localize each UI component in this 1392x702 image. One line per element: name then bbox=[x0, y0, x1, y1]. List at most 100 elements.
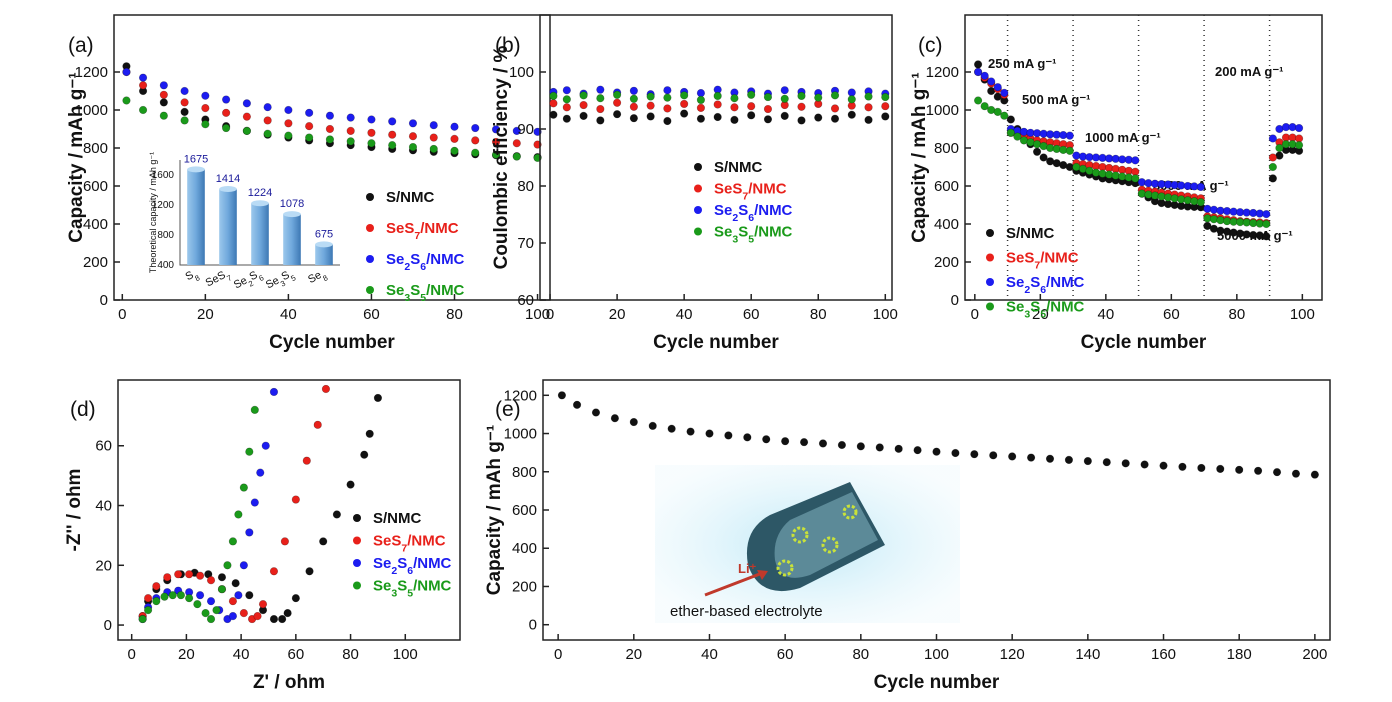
data-point bbox=[1045, 454, 1055, 463]
y-tick-label: 0 bbox=[529, 617, 537, 634]
data-point bbox=[253, 611, 262, 621]
data-point bbox=[223, 561, 232, 570]
data-point bbox=[562, 86, 571, 95]
data-point bbox=[646, 112, 655, 121]
data-point bbox=[291, 495, 300, 504]
legend-marker bbox=[694, 184, 702, 193]
data-point bbox=[1131, 174, 1140, 183]
data-point bbox=[629, 417, 638, 427]
data-point bbox=[797, 91, 806, 101]
data-point bbox=[138, 81, 148, 90]
data-point bbox=[284, 131, 293, 140]
x-tick-label: 20 bbox=[178, 646, 195, 663]
panel-label: (b) bbox=[495, 34, 521, 57]
legend-label: Se2S6/NMC bbox=[386, 251, 465, 273]
data-point bbox=[1196, 198, 1205, 207]
data-point bbox=[250, 498, 259, 507]
y-tick-label: 90 bbox=[517, 121, 534, 138]
y-tick-label: 600 bbox=[83, 178, 108, 195]
y-tick-label: 200 bbox=[83, 254, 108, 271]
data-point bbox=[596, 104, 605, 114]
legend-marker bbox=[694, 227, 702, 236]
data-point bbox=[138, 614, 147, 624]
data-point bbox=[325, 111, 335, 120]
data-point bbox=[549, 99, 558, 108]
data-point bbox=[830, 91, 840, 100]
data-point bbox=[367, 139, 376, 148]
x-tick-label: 60 bbox=[363, 306, 380, 323]
data-point bbox=[174, 570, 183, 579]
arrow-head bbox=[757, 570, 768, 580]
x-tick-label: 100 bbox=[525, 306, 550, 323]
x-tick-label: 100 bbox=[393, 646, 418, 663]
y-tick-label: 20 bbox=[95, 557, 112, 574]
particle bbox=[821, 536, 839, 554]
x-tick-label: 100 bbox=[924, 646, 949, 663]
data-point bbox=[346, 126, 355, 135]
x-axis-title: Cycle number bbox=[653, 332, 779, 353]
data-point bbox=[686, 427, 695, 436]
ion-label: Li⁺ bbox=[738, 561, 757, 576]
data-point bbox=[579, 91, 588, 100]
legend-label: Se3S5/NMC bbox=[386, 282, 465, 304]
x-axis-title: Cycle number bbox=[1081, 332, 1207, 353]
x-tick-label: 60 bbox=[287, 646, 304, 663]
data-point bbox=[450, 122, 459, 131]
data-point bbox=[360, 450, 369, 459]
panel-label: (d) bbox=[70, 398, 96, 421]
data-point bbox=[881, 112, 890, 121]
x-tick-label: 0 bbox=[118, 306, 126, 323]
data-point bbox=[122, 96, 131, 105]
y-tick-label: 1200 bbox=[152, 200, 175, 211]
data-point bbox=[1000, 111, 1009, 120]
bar bbox=[283, 214, 301, 265]
x-tick-label: 120 bbox=[1000, 646, 1025, 663]
data-point bbox=[491, 137, 501, 147]
data-point bbox=[1065, 146, 1074, 155]
category-label: Se3S5 bbox=[264, 267, 297, 294]
x-tick-label: 40 bbox=[676, 306, 693, 323]
bar-cap bbox=[315, 241, 333, 248]
data-point bbox=[242, 99, 251, 108]
x-tick-label: 100 bbox=[1290, 306, 1315, 323]
plot-frame bbox=[117, 379, 461, 641]
data-point bbox=[747, 111, 756, 120]
data-point bbox=[591, 408, 601, 417]
x-tick-label: 40 bbox=[280, 306, 297, 323]
value-label: 1414 bbox=[216, 173, 240, 185]
data-point bbox=[663, 116, 672, 126]
data-point bbox=[491, 150, 501, 159]
data-point bbox=[180, 86, 189, 96]
x-axis-title: Cycle number bbox=[269, 332, 395, 353]
data-point bbox=[313, 420, 322, 429]
data-point bbox=[269, 387, 279, 397]
legend-marker bbox=[353, 536, 361, 545]
x-tick-label: 180 bbox=[1227, 646, 1252, 663]
data-point bbox=[346, 113, 355, 122]
data-point bbox=[1000, 88, 1009, 97]
data-point bbox=[367, 115, 376, 124]
data-point bbox=[596, 85, 605, 94]
y-tick-label: 60 bbox=[517, 292, 534, 309]
x-tick-label: 200 bbox=[1302, 646, 1327, 663]
data-point bbox=[1294, 123, 1304, 133]
data-point bbox=[1102, 458, 1111, 467]
data-point bbox=[168, 591, 177, 600]
data-point bbox=[143, 594, 153, 603]
data-point bbox=[864, 92, 873, 101]
data-point bbox=[797, 116, 806, 125]
data-point bbox=[512, 139, 521, 148]
data-point bbox=[239, 561, 248, 570]
bar bbox=[315, 244, 333, 265]
data-point bbox=[234, 510, 243, 519]
data-point bbox=[305, 133, 314, 142]
data-point bbox=[206, 576, 216, 585]
x-tick-label: 20 bbox=[1032, 306, 1049, 323]
data-point bbox=[562, 103, 571, 112]
data-point bbox=[159, 111, 168, 120]
y-tick-label: 600 bbox=[512, 502, 537, 519]
data-point bbox=[696, 95, 706, 105]
data-point bbox=[242, 126, 251, 135]
category-label: Se8 bbox=[306, 267, 329, 289]
data-point bbox=[989, 451, 998, 460]
